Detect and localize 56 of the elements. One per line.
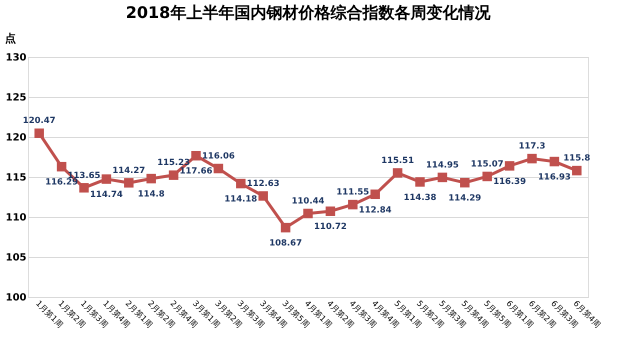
- point: [236, 178, 246, 188]
- point: [258, 191, 268, 201]
- point: [124, 178, 134, 188]
- data-label: 116.39: [493, 176, 526, 187]
- data-label: 114.27: [112, 166, 146, 176]
- data-label: 117.3: [518, 142, 546, 152]
- point: [56, 162, 66, 172]
- data-label: 114.95: [426, 160, 459, 170]
- data-label: 112.63: [246, 178, 280, 189]
- data-label: 110.44: [292, 196, 324, 206]
- chart-title: 2018年上半年国内钢材价格综合指数各周变化情况: [126, 3, 492, 22]
- y-tick-label: 130: [6, 52, 27, 64]
- data-label: 108.67: [269, 238, 302, 249]
- data-label: 114.18: [224, 194, 258, 205]
- point: [572, 166, 582, 176]
- point: [146, 174, 156, 184]
- data-label: 115.8: [563, 154, 590, 164]
- point: [214, 164, 224, 174]
- data-label: 115.07: [470, 159, 504, 170]
- y-tick-label: 110: [6, 212, 27, 224]
- point: [348, 200, 358, 210]
- y-axis-title: 点: [5, 32, 16, 45]
- data-label: 114.74: [90, 190, 123, 200]
- point: [482, 172, 492, 182]
- y-tick-label: 105: [6, 252, 27, 264]
- point: [392, 168, 402, 178]
- point: [370, 190, 380, 200]
- point: [280, 222, 290, 232]
- point: [438, 172, 448, 182]
- point: [326, 206, 336, 216]
- data-label: 120.47: [22, 116, 56, 126]
- point: [102, 174, 112, 184]
- point: [527, 154, 537, 164]
- data-label: 117.66: [180, 166, 212, 177]
- point: [168, 170, 178, 180]
- data-label: 114.38: [404, 192, 436, 203]
- point: [303, 208, 313, 218]
- y-tick-label: 100: [6, 292, 27, 304]
- y-tick-label: 125: [6, 92, 27, 104]
- data-label: 114.29: [448, 194, 482, 204]
- point: [79, 183, 89, 193]
- data-label: 111.55: [336, 188, 370, 198]
- data-label: 115.51: [381, 156, 414, 166]
- y-tick-label: 115: [6, 172, 27, 184]
- y-tick-label: 120: [6, 132, 27, 144]
- point: [191, 150, 201, 160]
- point: [550, 156, 560, 166]
- data-label: 110.72: [314, 222, 347, 232]
- point: [504, 161, 514, 171]
- point: [460, 178, 470, 188]
- point: [34, 128, 44, 138]
- data-label: 114.8: [138, 190, 165, 200]
- data-label: 116.93: [538, 172, 571, 183]
- data-label: 116.06: [202, 152, 235, 162]
- point: [415, 177, 425, 187]
- data-label: 112.84: [358, 205, 392, 216]
